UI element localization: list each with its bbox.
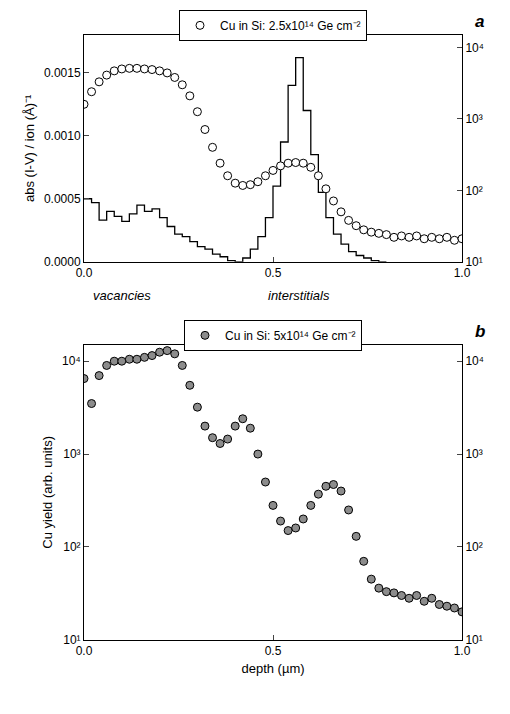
svg-text:Cu yield (arb. units): Cu yield (arb. units) <box>40 436 55 549</box>
svg-text:10³: 10³ <box>465 112 482 126</box>
svg-text:10²: 10² <box>465 184 482 198</box>
svg-text:10⁴: 10⁴ <box>465 41 484 55</box>
svg-text:Cu in Si: 5x10¹⁴ Ge cm⁻²: Cu in Si: 5x10¹⁴ Ge cm⁻² <box>225 329 356 343</box>
svg-text:abs (I-V) / ion (Å)⁻¹: abs (I-V) / ion (Å)⁻¹ <box>22 94 37 202</box>
svg-text:10⁴: 10⁴ <box>465 354 484 368</box>
svg-text:10³: 10³ <box>465 447 482 461</box>
svg-text:0.0: 0.0 <box>76 644 93 658</box>
svg-text:10⁴: 10⁴ <box>62 354 81 368</box>
svg-text:10¹: 10¹ <box>465 633 482 647</box>
svg-text:0.0010: 0.0010 <box>44 129 81 143</box>
svg-text:0.5: 0.5 <box>265 266 282 280</box>
svg-text:0.0005: 0.0005 <box>44 192 81 206</box>
svg-text:10¹: 10¹ <box>465 255 482 269</box>
svg-text:interstitials: interstitials <box>268 288 330 303</box>
svg-text:1.0: 1.0 <box>454 644 471 658</box>
svg-text:0.0: 0.0 <box>76 266 93 280</box>
svg-text:Cu in Si: 2.5x10¹⁴ Ge cm⁻²: Cu in Si: 2.5x10¹⁴ Ge cm⁻² <box>220 19 361 33</box>
svg-text:b: b <box>475 322 485 341</box>
svg-text:0.5: 0.5 <box>265 644 282 658</box>
svg-text:a: a <box>475 12 484 31</box>
svg-text:10¹: 10¹ <box>63 633 80 647</box>
svg-text:10²: 10² <box>465 540 482 554</box>
svg-text:10³: 10³ <box>63 447 80 461</box>
svg-text:10²: 10² <box>63 540 80 554</box>
svg-text:0.0000: 0.0000 <box>44 255 81 269</box>
svg-text:vacancies: vacancies <box>93 288 151 303</box>
svg-text:depth (µm): depth (µm) <box>241 661 304 676</box>
svg-text:0.0015: 0.0015 <box>44 66 81 80</box>
svg-text:1.0: 1.0 <box>454 266 471 280</box>
